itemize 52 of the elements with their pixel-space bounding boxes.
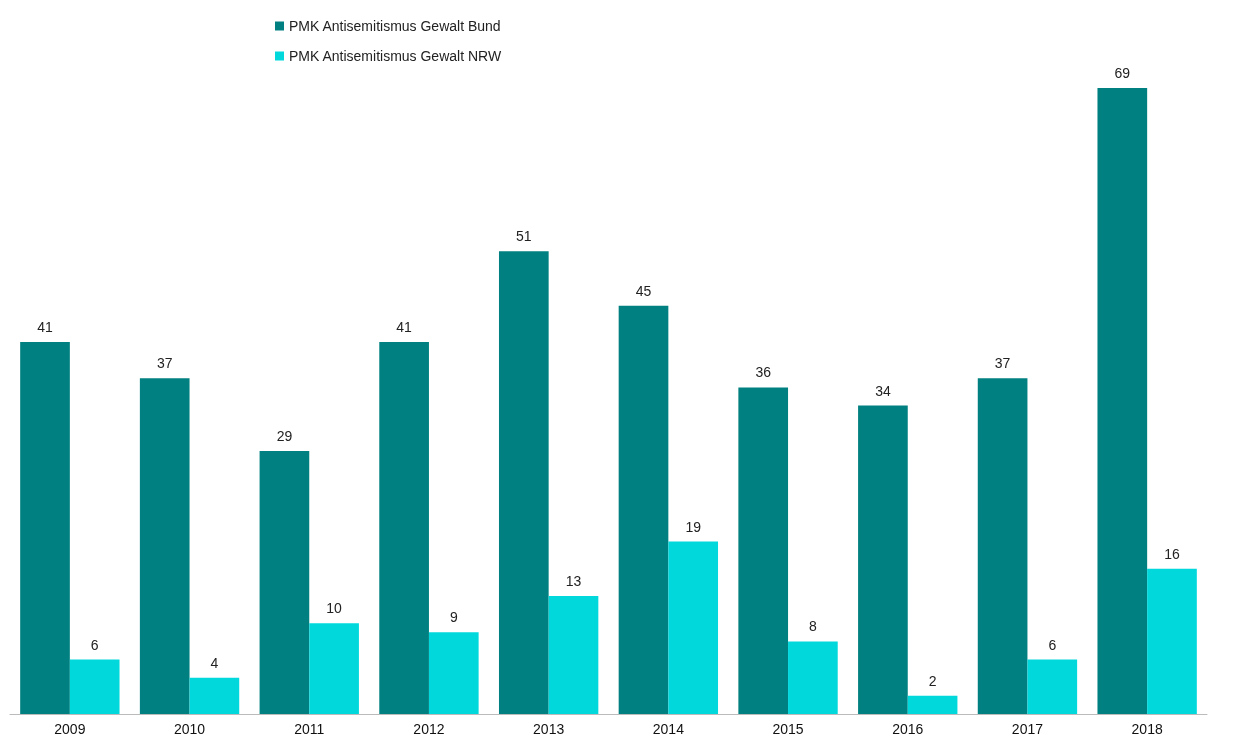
legend-label: PMK Antisemitismus Gewalt Bund (289, 18, 501, 34)
bar (139, 378, 190, 714)
legend-label: PMK Antisemitismus Gewalt NRW (289, 48, 502, 64)
data-label: 69 (1114, 65, 1131, 81)
bar (309, 623, 359, 714)
bar (259, 450, 310, 714)
bar (1147, 568, 1197, 714)
x-tick-label: 2017 (1011, 721, 1044, 737)
bar (618, 305, 669, 714)
x-tick-label: 2018 (1131, 721, 1163, 737)
data-label: 51 (516, 228, 532, 245)
bar (1097, 88, 1148, 714)
bar (977, 378, 1028, 714)
data-label: 6 (90, 636, 99, 653)
data-label: 34 (875, 382, 891, 399)
x-tick-label: 2010 (173, 721, 206, 737)
bar (788, 641, 838, 714)
bar (498, 251, 549, 714)
bar (69, 659, 120, 714)
data-label: 36 (755, 364, 772, 381)
data-label: 41 (396, 319, 413, 336)
bar (189, 677, 240, 714)
bar (858, 405, 908, 714)
bar (428, 632, 479, 714)
data-label: 4 (210, 654, 219, 671)
data-label: 37 (156, 355, 173, 372)
x-tick-label: 2011 (294, 721, 325, 737)
data-label: 19 (685, 518, 702, 535)
data-label: 45 (635, 282, 652, 299)
data-label: 8 (808, 618, 817, 635)
bar (548, 596, 599, 714)
bar (668, 541, 719, 714)
x-tick-label: 2013 (533, 721, 565, 737)
data-label: 16 (1164, 545, 1180, 562)
bar (20, 342, 70, 714)
x-tick-label: 2012 (413, 721, 445, 737)
data-label: 41 (37, 319, 54, 336)
data-label: 13 (565, 573, 582, 590)
data-label: 29 (276, 427, 293, 444)
x-tick-label: 2016 (892, 721, 924, 737)
x-tick-label: 2015 (772, 721, 804, 737)
data-label: 37 (994, 355, 1011, 372)
bar (738, 387, 789, 714)
data-label: 9 (449, 609, 458, 626)
x-tick-label: 2009 (54, 721, 86, 737)
data-label: 2 (928, 672, 937, 689)
bar (379, 342, 429, 714)
x-tick-label: 2014 (652, 721, 685, 737)
bar (907, 695, 958, 714)
data-label: 6 (1048, 636, 1057, 653)
data-label: 10 (326, 600, 343, 617)
bar (1027, 659, 1078, 714)
